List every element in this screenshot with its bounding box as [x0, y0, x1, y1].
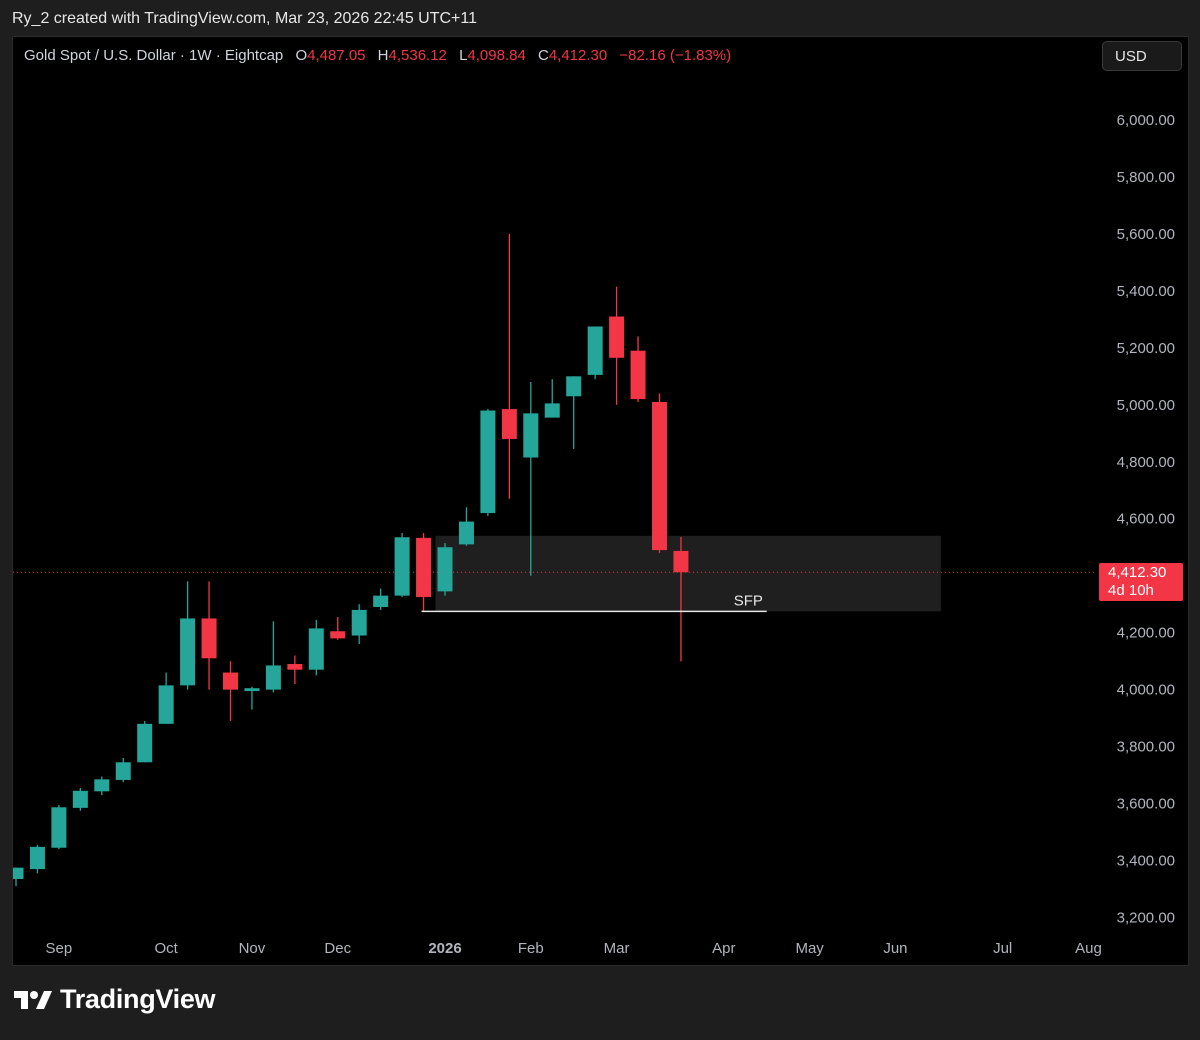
candle-up	[51, 807, 67, 848]
y-tick-label: 4,800.00	[1117, 454, 1175, 471]
symbol-legend: Gold Spot / U.S. Dollar · 1W · Eightcap …	[24, 47, 731, 64]
candle-up	[94, 779, 110, 792]
candle-up	[373, 595, 389, 608]
y-tick-label: 5,400.00	[1117, 283, 1175, 300]
open-label: O	[295, 47, 308, 64]
candle-down	[673, 550, 689, 573]
x-tick-label: Oct	[154, 940, 178, 957]
x-tick-label: Nov	[239, 940, 266, 957]
candle-up	[265, 665, 281, 690]
low-value: 4,098.84	[467, 47, 526, 64]
candle-up	[137, 723, 153, 763]
x-tick-label: Feb	[518, 940, 544, 957]
y-tick-label: 4,600.00	[1117, 511, 1175, 528]
candle-up	[72, 790, 88, 808]
y-tick-label: 3,600.00	[1117, 796, 1175, 813]
candle-countdown: 4d 10h	[1108, 582, 1154, 599]
candle-down	[223, 672, 238, 690]
candle-up	[566, 376, 582, 397]
current-price-badge: 4,412.30 4d 10h	[1099, 563, 1183, 601]
high-label: H	[377, 47, 389, 64]
candle-down	[201, 618, 217, 659]
candle-down	[630, 350, 646, 400]
tradingview-logo-icon	[14, 990, 52, 1009]
y-tick-label: 4,000.00	[1117, 682, 1175, 699]
y-tick-label: 3,400.00	[1117, 853, 1175, 870]
symbol-title: Gold Spot / U.S. Dollar · 1W · Eightcap	[24, 47, 284, 64]
candle-up	[480, 410, 496, 514]
candle-up	[180, 618, 196, 686]
currency-button[interactable]: USD	[1102, 41, 1182, 71]
open-value: 4,487.05	[307, 47, 366, 64]
y-tick-label: 5,200.00	[1117, 340, 1175, 357]
y-tick-label: 5,800.00	[1117, 169, 1175, 186]
support-zone-rect	[435, 535, 941, 612]
close-value: 4,412.30	[548, 47, 608, 64]
x-tick-label: Apr	[712, 940, 735, 957]
candle-down	[330, 631, 346, 639]
high-value: 4,536.12	[388, 47, 447, 64]
current-price-label: 4,412.30	[1108, 564, 1167, 581]
low-label: L	[459, 47, 468, 64]
close-label: C	[537, 47, 549, 64]
y-tick-label: 3,200.00	[1117, 910, 1175, 927]
candle-up	[115, 762, 131, 780]
chart-panel[interactable]: Gold Spot / U.S. Dollar · 1W · Eightcap …	[12, 36, 1189, 966]
x-tick-label: Jul	[993, 940, 1012, 957]
candle-up	[158, 685, 174, 724]
x-tick-label: Mar	[604, 940, 630, 957]
change-value: −82.16 (−1.83%)	[619, 47, 732, 64]
candle-down	[287, 664, 303, 670]
x-tick-label: Jun	[883, 940, 907, 957]
candle-up	[544, 403, 560, 418]
candle-up	[458, 521, 474, 545]
candle-down	[501, 409, 517, 439]
y-tick-label: 5,000.00	[1117, 397, 1175, 414]
candle-up	[308, 628, 324, 670]
y-tick-label: 3,800.00	[1117, 739, 1175, 756]
tradingview-brand: TradingView	[14, 984, 216, 1015]
tradingview-wordmark: TradingView	[60, 984, 216, 1014]
candlestick-chart[interactable]: SFP 3,200.00 3,400.00 3,600.00 3,800.00 4,000…	[13, 37, 1188, 965]
sfp-label: SFP	[734, 592, 763, 609]
y-tick-label: 5,600.00	[1117, 226, 1175, 243]
candle-up	[13, 867, 24, 880]
candle-up	[394, 537, 410, 596]
attribution-header: Ry_2 created with TradingView.com, Mar 2…	[12, 10, 477, 27]
candle-down	[609, 316, 625, 358]
candle-down	[652, 401, 667, 551]
x-tick-label: Sep	[46, 940, 73, 957]
candle-up	[351, 609, 367, 636]
candle-up	[29, 846, 45, 870]
candle-up	[523, 413, 539, 458]
candle-up	[244, 688, 260, 692]
x-tick-label: Aug	[1075, 940, 1102, 957]
y-tick-label: 4,200.00	[1117, 625, 1175, 642]
candle-up	[437, 547, 453, 592]
y-tick-label: 6,000.00	[1117, 112, 1175, 129]
candle-down	[416, 537, 432, 598]
x-tick-label: 2026	[428, 940, 461, 957]
x-tick-label: Dec	[324, 940, 351, 957]
candle-up	[587, 326, 603, 375]
x-tick-label: May	[795, 940, 824, 957]
